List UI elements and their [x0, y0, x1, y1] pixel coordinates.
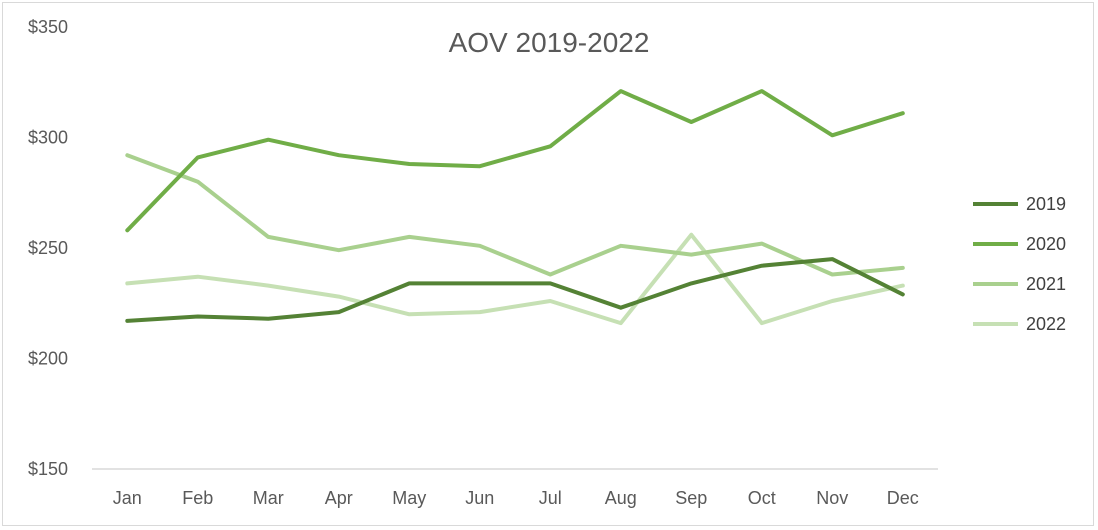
series-line-2021	[125, 153, 905, 277]
x-tick-label: Apr	[325, 488, 353, 508]
x-tick-label: Jun	[465, 488, 494, 508]
x-tick-label: Jan	[113, 488, 142, 508]
x-tick-label: Jul	[539, 488, 562, 508]
series-lines	[125, 89, 905, 326]
legend-label-2021: 2021	[1026, 274, 1066, 294]
x-tick-label: Sep	[675, 488, 707, 508]
y-axis-ticks: $150 $200 $250 $300 $350	[28, 17, 68, 479]
y-tick-label: $350	[28, 17, 68, 37]
x-tick-label: Nov	[816, 488, 848, 508]
x-tick-label: Dec	[887, 488, 919, 508]
x-tick-label: May	[392, 488, 426, 508]
legend-label-2019: 2019	[1026, 194, 1066, 214]
y-tick-label: $150	[28, 459, 68, 479]
y-tick-label: $300	[28, 128, 68, 148]
legend: 2019 2020 2021 2022	[973, 194, 1066, 334]
legend-label-2022: 2022	[1026, 314, 1066, 334]
x-axis-ticks: Jan Feb Mar Apr May Jun Jul Aug Sep Oct Nov Dec	[113, 488, 919, 508]
x-tick-label: Aug	[605, 488, 637, 508]
series-line-2020	[125, 89, 905, 233]
x-tick-label: Feb	[182, 488, 213, 508]
chart-title: AOV 2019-2022	[449, 27, 650, 58]
y-tick-label: $200	[28, 349, 68, 369]
legend-label-2020: 2020	[1026, 234, 1066, 254]
x-tick-label: Mar	[253, 488, 284, 508]
series-line-2019	[125, 257, 905, 323]
series-line-2022	[125, 232, 905, 326]
y-tick-label: $250	[28, 238, 68, 258]
x-tick-label: Oct	[748, 488, 776, 508]
